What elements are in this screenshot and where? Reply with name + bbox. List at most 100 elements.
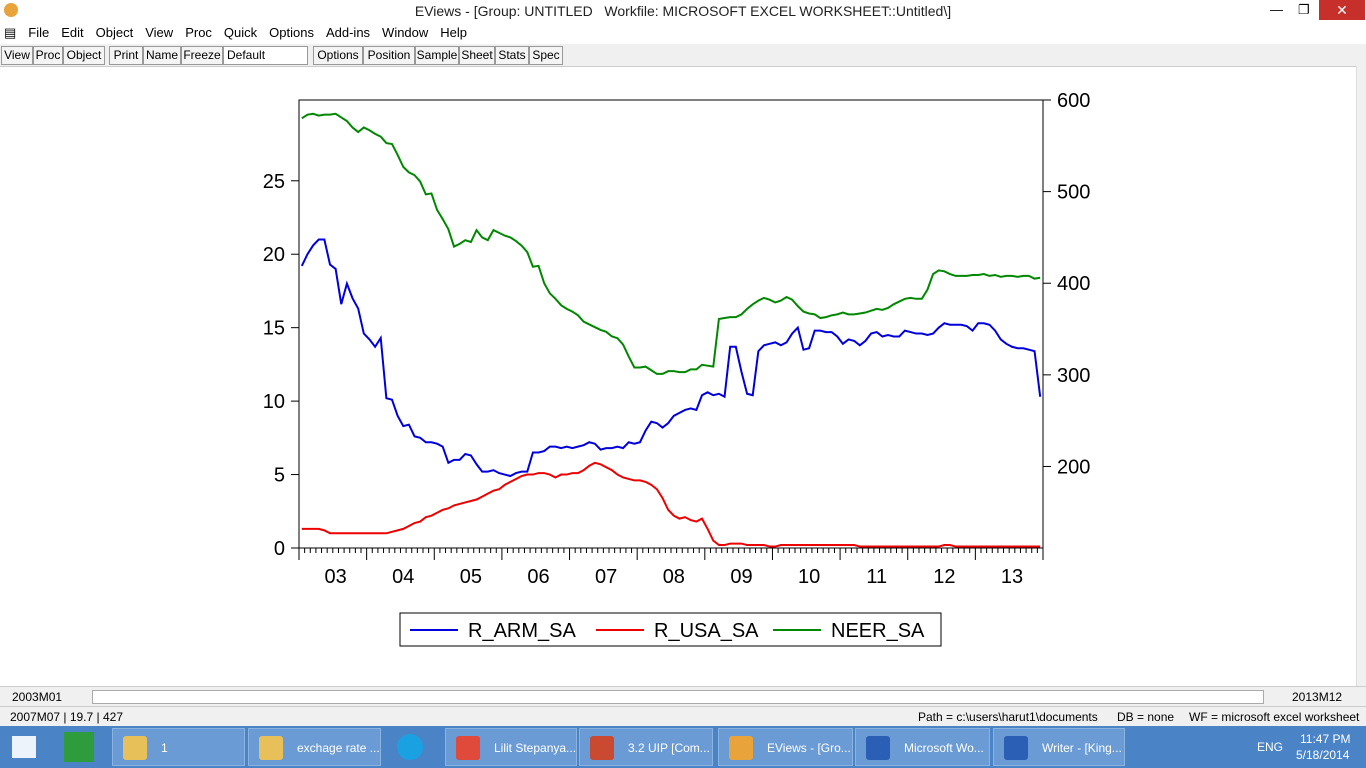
app-icon <box>4 3 18 17</box>
toolbar-button[interactable]: Proc <box>33 46 63 65</box>
taskbar-icon <box>866 736 890 760</box>
start-button[interactable] <box>12 736 36 758</box>
restore[interactable]: ❐ <box>1298 2 1310 17</box>
toolbar-button[interactable]: Spec <box>529 46 563 65</box>
doc-menu[interactable]: ▤ <box>4 25 17 40</box>
chart-background <box>0 66 1356 686</box>
sample-scrollbar: 2003M01 2013M12 <box>0 686 1366 707</box>
wf: WF = microsoft excel worksheet <box>1189 710 1360 724</box>
scroll-track[interactable] <box>92 690 1264 704</box>
toolbar-button[interactable]: Name <box>143 46 181 65</box>
taskbar-icon <box>1004 736 1028 760</box>
toolbar-button[interactable]: Object <box>63 46 105 65</box>
taskbar-label: Microsoft Wo... <box>904 741 984 755</box>
legend <box>399 612 942 647</box>
store-icon[interactable] <box>64 732 94 762</box>
x-tick-label: 08 <box>663 566 685 588</box>
menu-item[interactable]: View <box>145 25 174 40</box>
menu-item[interactable]: Add-ins <box>325 25 371 40</box>
close[interactable]: ✕ <box>1319 0 1365 20</box>
menu-item[interactable]: Options <box>269 25 314 40</box>
x-axis-ticks <box>298 548 1044 560</box>
taskbar-icon <box>456 736 480 760</box>
series-line <box>301 461 1041 548</box>
legend-label: NEER_SA <box>831 620 925 642</box>
x-tick-label: 13 <box>1001 566 1023 588</box>
x-tick-label: 04 <box>392 566 414 588</box>
x-tick-label: 03 <box>325 566 347 588</box>
y2-tick-label: 500 <box>1057 182 1090 204</box>
toolbar-button[interactable]: Sample <box>415 46 459 65</box>
y-tick-label: 25 <box>263 171 285 193</box>
taskbar-item[interactable]: 1 <box>112 728 245 766</box>
toolbar-button[interactable]: Options <box>313 46 363 65</box>
language: ENG <box>1257 740 1284 754</box>
taskbar-item[interactable]: EViews - [Gro... <box>718 728 853 766</box>
dropdown[interactable]: Default <box>223 46 308 65</box>
menu-item[interactable]: Quick <box>223 25 258 40</box>
legend-label: R_ARM_SA <box>468 620 576 642</box>
taskbar-icon <box>123 736 147 760</box>
clock-date: 5/18/2014 <box>1296 748 1350 762</box>
taskbar-label: EViews - [Gro... <box>767 741 851 755</box>
taskbar-item[interactable]: Lilit Stepanya... <box>445 728 577 766</box>
y-tick-label: 5 <box>274 465 285 487</box>
taskbar-icon <box>590 736 614 760</box>
series-line <box>300 238 1042 478</box>
vertical-scrollbar[interactable] <box>1356 66 1366 686</box>
taskbar-icon <box>729 736 753 760</box>
menu-item[interactable]: File <box>28 25 50 40</box>
taskbar-label: 3.2 UIP [Com... <box>628 741 710 755</box>
y2-tick-label: 600 <box>1057 90 1090 112</box>
sample-start: 2003M01 <box>12 690 63 704</box>
toolbar-button[interactable]: Print <box>109 46 143 65</box>
window-title: EViews - [Group: UNTITLED Workfile: MICR… <box>414 3 952 19</box>
x-tick-label: 10 <box>798 566 820 588</box>
series-line <box>301 112 1041 375</box>
menu-bar: ▤ File Edit Object View Proc Quick Options Add-i… <box>0 22 1366 44</box>
y-tick-label: 10 <box>263 391 285 413</box>
y2-tick-label: 200 <box>1057 456 1090 478</box>
sample-end: 2013M12 <box>1292 690 1343 704</box>
x-tick-label: 11 <box>866 566 887 588</box>
clock-time: 11:47 PM <box>1300 732 1351 746</box>
toolbar-button[interactable]: Position <box>363 46 415 65</box>
toolbar-button[interactable]: View <box>1 46 33 65</box>
menu-item[interactable]: Proc <box>185 25 212 40</box>
skype-icon[interactable] <box>397 734 423 760</box>
y2-tick-label: 300 <box>1057 365 1090 387</box>
taskbar-item[interactable]: 3.2 UIP [Com... <box>579 728 713 766</box>
x-tick-label: 09 <box>730 566 752 588</box>
taskbar-item[interactable]: Microsoft Wo... <box>855 728 990 766</box>
minimize[interactable]: — <box>1270 2 1283 17</box>
taskbar-item[interactable]: Writer - [King... <box>993 728 1125 766</box>
x-tick-label: 05 <box>460 566 482 588</box>
y2-tick-label: 400 <box>1057 273 1090 295</box>
y-tick-label: 0 <box>274 538 285 560</box>
taskbar-icon <box>259 736 283 760</box>
x-tick-label: 07 <box>595 566 617 588</box>
x-tick-label: 06 <box>527 566 549 588</box>
toolbar-button[interactable]: Sheet <box>459 46 495 65</box>
cursor-info: 2007M07 | 19.7 | 427 <box>10 710 123 724</box>
y-tick-label: 15 <box>263 318 285 340</box>
x-tick-label: 12 <box>933 566 955 588</box>
taskbar-item[interactable]: exchage rate ... <box>248 728 381 766</box>
legend-label: R_USA_SA <box>654 620 759 642</box>
title-bar: EViews - [Group: UNTITLED Workfile: MICR… <box>0 0 1366 22</box>
menu-item[interactable]: Window <box>382 25 429 40</box>
status-bar: 2007M07 | 19.7 | 427 Path = c:\users\har… <box>0 706 1366 727</box>
y-tick-label: 20 <box>263 244 285 266</box>
db: DB = none <box>1117 710 1175 724</box>
toolbar-button[interactable]: Freeze <box>181 46 223 65</box>
menu-item[interactable]: Edit <box>61 25 84 40</box>
toolbar-button[interactable]: Stats <box>495 46 529 65</box>
menu-item[interactable]: Object <box>95 25 134 40</box>
toolbar: View Proc Object Print Name Freeze Default Opti… <box>0 44 1366 67</box>
taskbar: ENG 11:47 PM 5/18/2014 1 exchage rate ...… <box>0 726 1366 768</box>
menu-item[interactable]: Help <box>440 25 468 40</box>
path: Path = c:\users\harut1\documents <box>918 710 1098 724</box>
taskbar-label: exchage rate ... <box>297 741 380 755</box>
